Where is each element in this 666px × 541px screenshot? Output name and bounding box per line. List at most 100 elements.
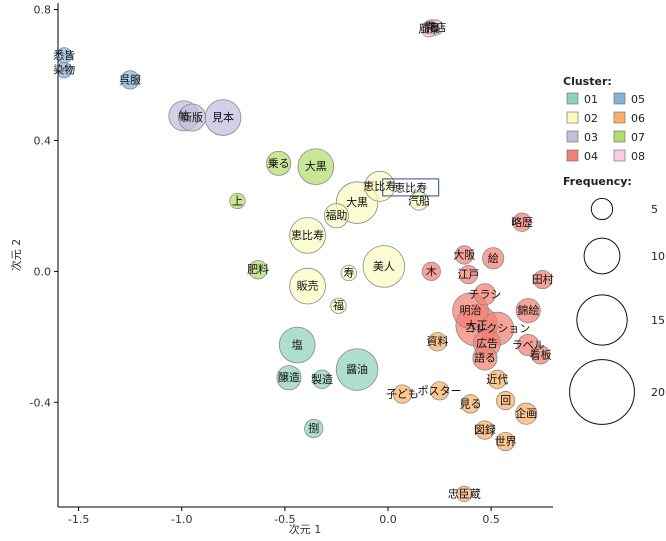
- bubble-point: [533, 269, 553, 290]
- cluster-legend-label: 08: [631, 150, 645, 163]
- x-tick-label: -1.5: [68, 513, 89, 526]
- bubble-label: ラベル: [512, 339, 545, 352]
- bubble-point: [475, 420, 495, 440]
- bubble-label: 看板: [530, 347, 552, 361]
- bubbles-group: [56, 19, 553, 503]
- y-tick-label: 0.4: [34, 134, 52, 147]
- frequency-legend-circle: [576, 294, 628, 346]
- bubble-point: [289, 217, 326, 254]
- cluster-legend-label: 07: [631, 131, 645, 144]
- bubble-label: 販売: [297, 280, 319, 293]
- bubble-point: [495, 391, 516, 411]
- bubble-label: 語る: [474, 351, 496, 365]
- bubble-label: 大黒: [305, 159, 327, 173]
- bubble-label: 回: [500, 394, 511, 407]
- bubble-point: [531, 345, 551, 365]
- cluster-legend-label: 01: [584, 93, 598, 106]
- bubble-point: [304, 418, 324, 439]
- bubble-label: チラシ: [469, 288, 502, 301]
- bubble-point: [456, 485, 473, 503]
- bubble-label: 錦絵: [517, 303, 539, 317]
- x-tick-label: 0.5: [482, 513, 500, 526]
- bubble-point: [392, 384, 413, 404]
- cluster-legend-swatch: [613, 111, 626, 124]
- x-tick-label: -0.5: [274, 513, 295, 526]
- bubble-point: [515, 298, 541, 324]
- cluster-legend-label: 04: [584, 150, 598, 163]
- frequency-legend-label: 15: [651, 314, 665, 327]
- cluster-legend-label: 03: [584, 131, 598, 144]
- cluster-legend-title: Cluster:: [563, 75, 612, 88]
- bubble-point: [340, 264, 357, 282]
- bubble-label: 世界: [495, 435, 517, 448]
- bubble-label: 塩: [292, 338, 303, 352]
- x-tick-label: 0.0: [379, 513, 397, 526]
- frequency-legend-label: 20: [651, 386, 665, 399]
- bubble-point: [482, 247, 505, 270]
- cluster-legend-label: 02: [584, 112, 598, 125]
- bubble-label: 大正: [466, 318, 488, 332]
- frequency-legend-circle: [583, 237, 621, 275]
- x-ticks: -1.5 -1.0 -0.5 0.0 0.5: [68, 507, 500, 526]
- cluster-legend-swatch: [566, 92, 579, 105]
- cluster-legend-swatch: [566, 149, 579, 162]
- bubble-point: [248, 260, 268, 280]
- bubble-point: [362, 245, 406, 288]
- axes: [57, 3, 553, 508]
- annotation-label: 恵比寿: [394, 180, 427, 194]
- cluster-legend-swatch: [613, 149, 626, 162]
- bubble-label: 略歴: [511, 215, 533, 229]
- bubble-label: 風景: [418, 23, 440, 36]
- bubble-point: [229, 192, 246, 210]
- bubble-point: [56, 61, 73, 79]
- bubble-label: 美人: [373, 260, 395, 273]
- bubble-point: [289, 267, 326, 305]
- x-tick-label: -1.0: [171, 513, 192, 526]
- frequency-legend-title: Frequency:: [563, 175, 632, 188]
- cluster-legend-label: 05: [631, 93, 645, 106]
- bubble-label: 帖: [178, 109, 189, 122]
- bubble-point: [120, 70, 140, 90]
- cluster-legend-swatch: [613, 130, 626, 143]
- bubble-point: [472, 345, 498, 371]
- bubble-label: 恵比寿: [363, 179, 396, 193]
- bubble-label: 忠臣蔵: [448, 487, 481, 500]
- cluster-legend: Cluster: 01 02 03 04 05 06 07 08: [563, 75, 645, 163]
- frequency-legend-label: 5: [651, 203, 658, 216]
- bubble-label: 寿: [343, 266, 354, 280]
- y-tick-label: -0.4: [30, 396, 51, 409]
- bubble-label: 明治: [460, 303, 482, 317]
- y-ticks: -0.4 0.0 0.4 0.8: [30, 4, 58, 409]
- bubble-label: 子ども: [386, 388, 419, 401]
- bubble-label: 企画: [515, 406, 537, 420]
- bubble-label: 製造: [311, 372, 333, 386]
- bubble-point: [276, 365, 302, 391]
- bubble-label: 広告: [476, 337, 498, 350]
- frequency-legend-circle: [569, 359, 635, 425]
- cluster-legend-swatch: [566, 130, 579, 143]
- bubble-label: 大黒: [346, 195, 368, 209]
- bubble-label: 乗る: [268, 157, 290, 170]
- bubble-label: 肥料: [247, 262, 269, 276]
- cluster-legend-swatch: [613, 92, 626, 105]
- bubble-label: 絵: [488, 251, 499, 265]
- bubble-point: [312, 369, 332, 389]
- bubble-label: 福: [333, 298, 344, 312]
- bubble-label: コレクション: [464, 322, 530, 335]
- cluster-legend-swatch: [566, 111, 579, 124]
- frequency-legend-label: 10: [651, 250, 665, 263]
- bubble-label: ポスター: [418, 384, 462, 397]
- bubble-point: [458, 265, 479, 285]
- bubble-label: 花: [426, 21, 437, 34]
- y-tick-label: 0.0: [34, 265, 52, 278]
- annotation-box: [382, 178, 440, 197]
- plot-area: -1.5 -1.0 -0.5 0.0 0.5 -0.4 0.0 0.4 0.8 花開店風景悉皆…: [9, 3, 554, 536]
- bubble-point: [512, 212, 532, 232]
- bubble-label: 大阪: [453, 248, 475, 262]
- frequency-legend-circle: [590, 197, 614, 221]
- bubble-point: [454, 245, 474, 265]
- bubble-point: [266, 150, 292, 176]
- frequency-legend: Frequency: 5 10 15 20: [563, 175, 665, 425]
